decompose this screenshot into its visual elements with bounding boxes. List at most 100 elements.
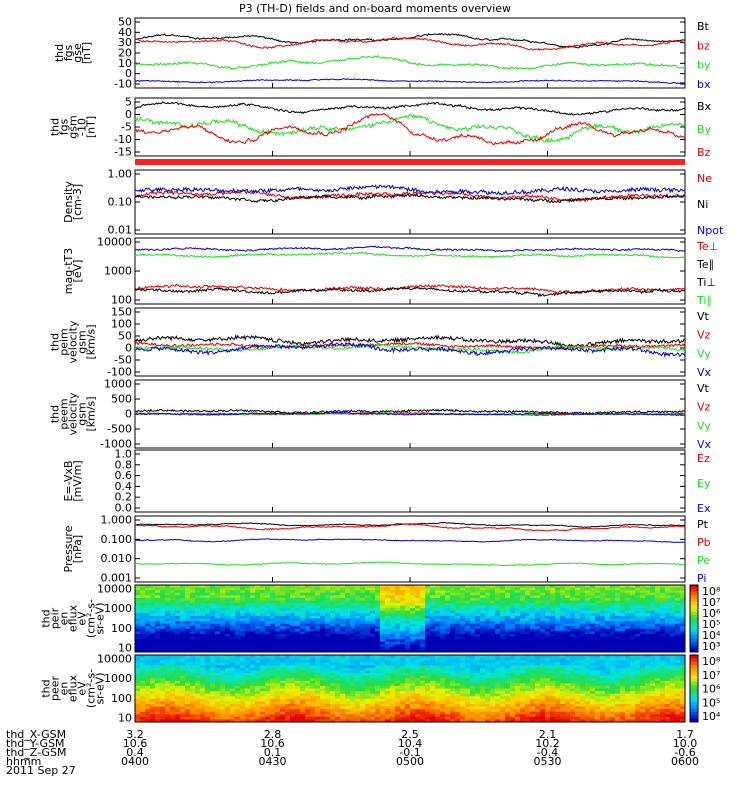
heatmap-cell <box>590 639 595 642</box>
heatmap-cell <box>215 665 220 668</box>
heatmap-cell <box>415 686 420 689</box>
heatmap-cell <box>330 619 335 622</box>
heatmap-cell <box>405 588 410 591</box>
heatmap-cell <box>275 686 280 689</box>
heatmap-cell <box>185 588 190 591</box>
heatmap-cell <box>255 663 260 666</box>
panel-5-ytick-label: 500 <box>111 393 132 406</box>
heatmap-cell <box>345 689 350 692</box>
heatmap-cell <box>335 691 340 694</box>
heatmap-cell <box>635 619 640 622</box>
heatmap-cell <box>485 603 490 606</box>
heatmap-cell <box>290 637 295 640</box>
heatmap-cell <box>580 626 585 629</box>
heatmap-cell <box>190 603 195 606</box>
heatmap-cell <box>355 689 360 692</box>
heatmap-cell <box>535 642 540 645</box>
heatmap-cell <box>305 689 310 692</box>
heatmap-cell <box>570 598 575 601</box>
heatmap-cell <box>335 606 340 609</box>
heatmap-cell <box>155 593 160 596</box>
heatmap-cell <box>670 603 675 606</box>
heatmap-cell <box>180 639 185 642</box>
heatmap-cell <box>370 691 375 694</box>
heatmap-cell <box>415 626 420 629</box>
heatmap-cell <box>180 699 185 702</box>
heatmap-cell <box>515 629 520 632</box>
heatmap-cell <box>630 642 635 645</box>
heatmap-cell <box>310 619 315 622</box>
heatmap-cell <box>395 696 400 699</box>
heatmap-cell <box>285 598 290 601</box>
heatmap-cell <box>480 621 485 624</box>
heatmap-cell <box>185 658 190 661</box>
heatmap-cell <box>300 603 305 606</box>
heatmap-cell <box>430 637 435 640</box>
heatmap-cell <box>365 616 370 619</box>
heatmap-cell <box>140 619 145 622</box>
heatmap-cell <box>435 588 440 591</box>
heatmap-cell <box>440 717 445 720</box>
heatmap-cell <box>265 619 270 622</box>
panel-3-ytick-label: 10000 <box>97 236 132 249</box>
heatmap-cell <box>470 613 475 616</box>
heatmap-cell <box>405 616 410 619</box>
heatmap-cell <box>205 626 210 629</box>
heatmap-cell <box>140 696 145 699</box>
panel-6-ylabel: E=-VxB[mV/m] <box>62 460 84 501</box>
heatmap-cell <box>275 701 280 704</box>
heatmap-cell <box>245 637 250 640</box>
heatmap-cell <box>150 642 155 645</box>
heatmap-cell <box>275 588 280 591</box>
heatmap-cell <box>155 637 160 640</box>
heatmap-cell <box>405 717 410 720</box>
heatmap-cell <box>410 658 415 661</box>
heatmap-cell <box>300 665 305 668</box>
heatmap-cell <box>360 598 365 601</box>
heatmap-cell <box>275 696 280 699</box>
heatmap-cell <box>160 717 165 720</box>
heatmap-cell <box>300 668 305 671</box>
heatmap-cell <box>655 603 660 606</box>
heatmap-cell <box>180 608 185 611</box>
heatmap-cell <box>330 603 335 606</box>
heatmap-cell <box>520 629 525 632</box>
heatmap-cell <box>245 663 250 666</box>
heatmap-cell <box>660 637 665 640</box>
heatmap-cell <box>495 619 500 622</box>
heatmap-cell <box>525 593 530 596</box>
heatmap-cell <box>360 717 365 720</box>
heatmap-cell <box>190 595 195 598</box>
heatmap-cell <box>310 707 315 710</box>
heatmap-cell <box>150 689 155 692</box>
heatmap-cell <box>405 606 410 609</box>
heatmap-cell <box>550 613 555 616</box>
heatmap-cell <box>500 593 505 596</box>
heatmap-cell <box>650 616 655 619</box>
heatmap-cell <box>475 621 480 624</box>
heatmap-cell <box>500 647 505 650</box>
heatmap-cell <box>215 606 220 609</box>
heatmap-cell <box>180 686 185 689</box>
heatmap-cell <box>135 676 140 679</box>
heatmap-cell <box>570 629 575 632</box>
heatmap-cell <box>290 717 295 720</box>
heatmap-cell <box>205 616 210 619</box>
heatmap-cell <box>515 606 520 609</box>
heatmap-cell <box>495 639 500 642</box>
heatmap-cell <box>250 631 255 634</box>
heatmap-cell <box>180 663 185 666</box>
heatmap-cell <box>445 588 450 591</box>
heatmap-cell <box>285 696 290 699</box>
heatmap-cell <box>160 637 165 640</box>
heatmap-cell <box>440 629 445 632</box>
heatmap-cell <box>165 593 170 596</box>
heatmap-cell <box>215 673 220 676</box>
heatmap-cell <box>205 588 210 591</box>
heatmap-cell <box>170 616 175 619</box>
heatmap-cell <box>360 608 365 611</box>
heatmap-cell <box>210 673 215 676</box>
heatmap-cell <box>675 626 680 629</box>
heatmap-cell <box>360 626 365 629</box>
heatmap-cell <box>265 621 270 624</box>
